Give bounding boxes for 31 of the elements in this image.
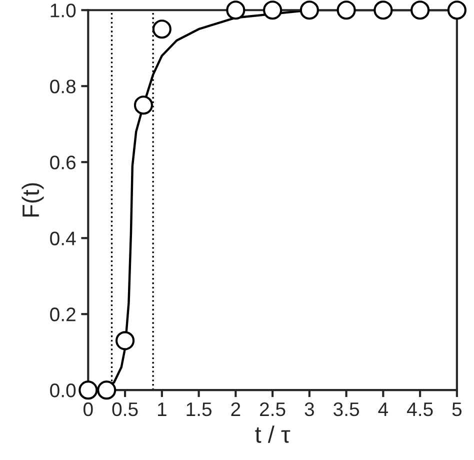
- point: [410, 0, 430, 20]
- y-tick-label: 0.4: [50, 232, 76, 246]
- point: [152, 20, 172, 39]
- point: [300, 0, 319, 20]
- point: [263, 0, 282, 20]
- x-axis-title: t / τ: [255, 426, 290, 443]
- point: [134, 96, 154, 115]
- x-tick-label: 2.5: [260, 402, 286, 416]
- x-tick-label: 3.5: [334, 402, 360, 416]
- point: [115, 331, 135, 350]
- point: [336, 0, 356, 20]
- x-tick-label: 3: [304, 402, 314, 416]
- x-tick-label: 1.5: [186, 402, 212, 416]
- y-tick-label: 0.2: [50, 308, 76, 322]
- x-tick-label: 4.5: [406, 402, 433, 416]
- x-tick-label: 1: [158, 402, 166, 416]
- point: [97, 380, 116, 400]
- point: [374, 0, 393, 20]
- x-tick-label: 2: [231, 402, 240, 416]
- point: [226, 0, 246, 20]
- point: [78, 380, 98, 400]
- point: [447, 0, 466, 20]
- y-tick-label: 1.0: [50, 4, 76, 18]
- y-tick-label: 0.8: [50, 80, 76, 94]
- y-axis-title: F(t): [22, 183, 44, 217]
- x-tick-label: 5: [452, 402, 462, 416]
- y-tick-label: 0.6: [50, 156, 76, 170]
- y-tick-label: 0.0: [50, 384, 76, 398]
- x-tick-label: 4: [378, 402, 388, 416]
- x-tick-label: 0: [84, 402, 93, 416]
- x-tick-label: 0.5: [112, 402, 138, 416]
